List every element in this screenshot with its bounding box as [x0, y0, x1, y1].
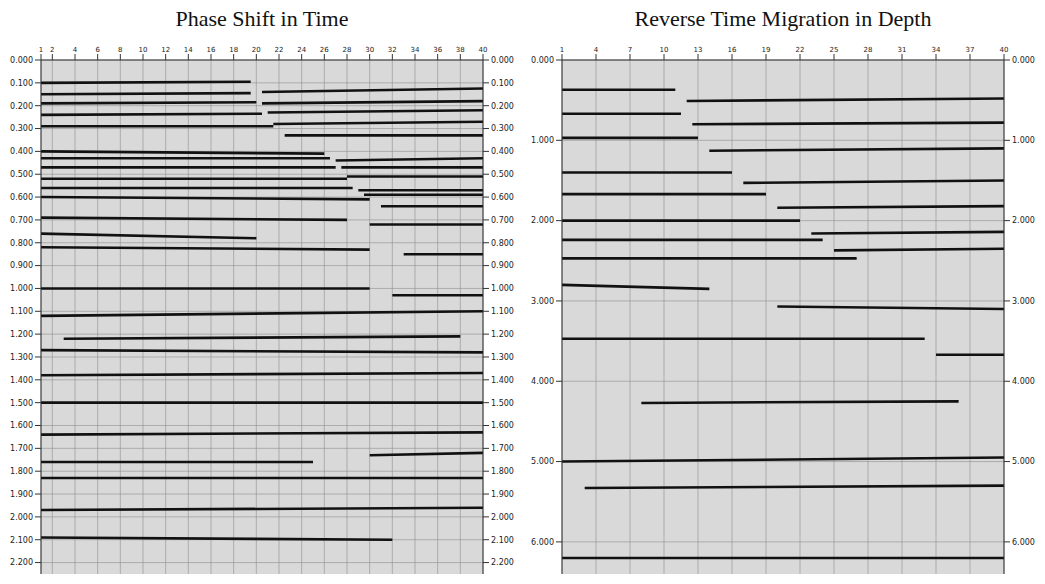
svg-text:1.900: 1.900 — [10, 490, 33, 499]
svg-text:32: 32 — [388, 46, 397, 54]
svg-text:1.300: 1.300 — [491, 353, 514, 362]
svg-text:6.000: 6.000 — [1012, 538, 1035, 547]
svg-text:34: 34 — [411, 46, 420, 54]
svg-text:12: 12 — [161, 46, 170, 54]
svg-text:0.200: 0.200 — [491, 102, 514, 111]
svg-text:2.000: 2.000 — [531, 216, 554, 225]
svg-text:1.700: 1.700 — [491, 444, 514, 453]
svg-text:34: 34 — [932, 46, 941, 54]
svg-text:1.400: 1.400 — [10, 376, 33, 385]
svg-text:22: 22 — [796, 46, 805, 54]
svg-text:5.000: 5.000 — [531, 457, 554, 466]
svg-text:10: 10 — [660, 46, 669, 54]
svg-text:26: 26 — [320, 46, 329, 54]
svg-text:2.200: 2.200 — [491, 558, 514, 567]
svg-text:16: 16 — [207, 46, 216, 54]
svg-text:24: 24 — [297, 46, 306, 54]
svg-text:18: 18 — [229, 46, 238, 54]
svg-text:1: 1 — [39, 46, 43, 54]
svg-text:0.800: 0.800 — [491, 239, 514, 248]
svg-text:40: 40 — [1000, 46, 1009, 54]
svg-text:1.200: 1.200 — [491, 330, 514, 339]
svg-text:10: 10 — [139, 46, 148, 54]
svg-text:37: 37 — [966, 46, 975, 54]
svg-text:36: 36 — [433, 46, 442, 54]
svg-text:3.000: 3.000 — [531, 297, 554, 306]
svg-text:1.800: 1.800 — [10, 467, 33, 476]
svg-text:1.500: 1.500 — [10, 399, 33, 408]
svg-text:0.600: 0.600 — [10, 193, 33, 202]
svg-text:1.900: 1.900 — [491, 490, 514, 499]
svg-text:25: 25 — [830, 46, 839, 54]
svg-text:0.100: 0.100 — [491, 79, 514, 88]
svg-text:0.600: 0.600 — [491, 193, 514, 202]
svg-text:1.500: 1.500 — [491, 399, 514, 408]
svg-text:2.000: 2.000 — [1012, 216, 1035, 225]
svg-text:19: 19 — [762, 46, 771, 54]
svg-text:4: 4 — [73, 46, 78, 54]
svg-text:5.000: 5.000 — [1012, 457, 1035, 466]
svg-text:0.000: 0.000 — [1012, 56, 1035, 65]
html-text:Phase Shift in Time: Phase Shift in Time — [175, 6, 349, 31]
svg-text:0.400: 0.400 — [10, 147, 33, 156]
svg-text:31: 31 — [898, 46, 907, 54]
svg-text:0.200: 0.200 — [10, 102, 33, 111]
svg-text:0.300: 0.300 — [491, 124, 514, 133]
svg-text:0.000: 0.000 — [491, 56, 514, 65]
svg-text:0.000: 0.000 — [531, 56, 554, 65]
svg-text:2.100: 2.100 — [10, 536, 33, 545]
svg-text:1.400: 1.400 — [491, 376, 514, 385]
svg-text:1.700: 1.700 — [10, 444, 33, 453]
svg-text:1.100: 1.100 — [10, 307, 33, 316]
svg-text:1.000: 1.000 — [491, 284, 514, 293]
svg-text:2.000: 2.000 — [10, 513, 33, 522]
svg-text:4.000: 4.000 — [1012, 377, 1035, 386]
svg-text:1.300: 1.300 — [10, 353, 33, 362]
svg-text:30: 30 — [365, 46, 374, 54]
svg-text:1.100: 1.100 — [491, 307, 514, 316]
svg-text:28: 28 — [343, 46, 352, 54]
svg-text:1: 1 — [560, 46, 564, 54]
svg-text:4: 4 — [594, 46, 599, 54]
svg-text:0.500: 0.500 — [491, 170, 514, 179]
svg-text:0.000: 0.000 — [10, 56, 33, 65]
svg-text:2.000: 2.000 — [491, 513, 514, 522]
svg-text:13: 13 — [694, 46, 703, 54]
svg-text:2.100: 2.100 — [491, 536, 514, 545]
svg-text:3.000: 3.000 — [1012, 297, 1035, 306]
svg-text:14: 14 — [184, 46, 193, 54]
svg-text:1.000: 1.000 — [10, 284, 33, 293]
svg-text:0.400: 0.400 — [491, 147, 514, 156]
svg-text:40: 40 — [479, 46, 488, 54]
svg-text:6: 6 — [95, 46, 100, 54]
svg-text:1.000: 1.000 — [531, 136, 554, 145]
svg-text:16: 16 — [728, 46, 737, 54]
html-text:Reverse Time Migration in Dept: Reverse Time Migration in Depth — [634, 6, 932, 31]
svg-text:1.600: 1.600 — [491, 421, 514, 430]
svg-text:0.800: 0.800 — [10, 239, 33, 248]
svg-text:0.900: 0.900 — [491, 261, 514, 270]
svg-text:1.200: 1.200 — [10, 330, 33, 339]
svg-text:0.100: 0.100 — [10, 79, 33, 88]
svg-text:7: 7 — [628, 46, 632, 54]
svg-text:22: 22 — [275, 46, 284, 54]
svg-text:0.900: 0.900 — [10, 261, 33, 270]
svg-text:2.200: 2.200 — [10, 558, 33, 567]
svg-text:0.300: 0.300 — [10, 124, 33, 133]
svg-text:0.500: 0.500 — [10, 170, 33, 179]
svg-text:1.800: 1.800 — [491, 467, 514, 476]
svg-text:2: 2 — [50, 46, 54, 54]
svg-text:28: 28 — [864, 46, 873, 54]
svg-text:1.000: 1.000 — [1012, 136, 1035, 145]
svg-text:1.600: 1.600 — [10, 421, 33, 430]
svg-text:38: 38 — [456, 46, 465, 54]
svg-text:4.000: 4.000 — [531, 377, 554, 386]
svg-text:6.000: 6.000 — [531, 538, 554, 547]
svg-text:20: 20 — [252, 46, 261, 54]
svg-text:8: 8 — [118, 46, 122, 54]
svg-text:0.700: 0.700 — [491, 216, 514, 225]
svg-text:0.700: 0.700 — [10, 216, 33, 225]
